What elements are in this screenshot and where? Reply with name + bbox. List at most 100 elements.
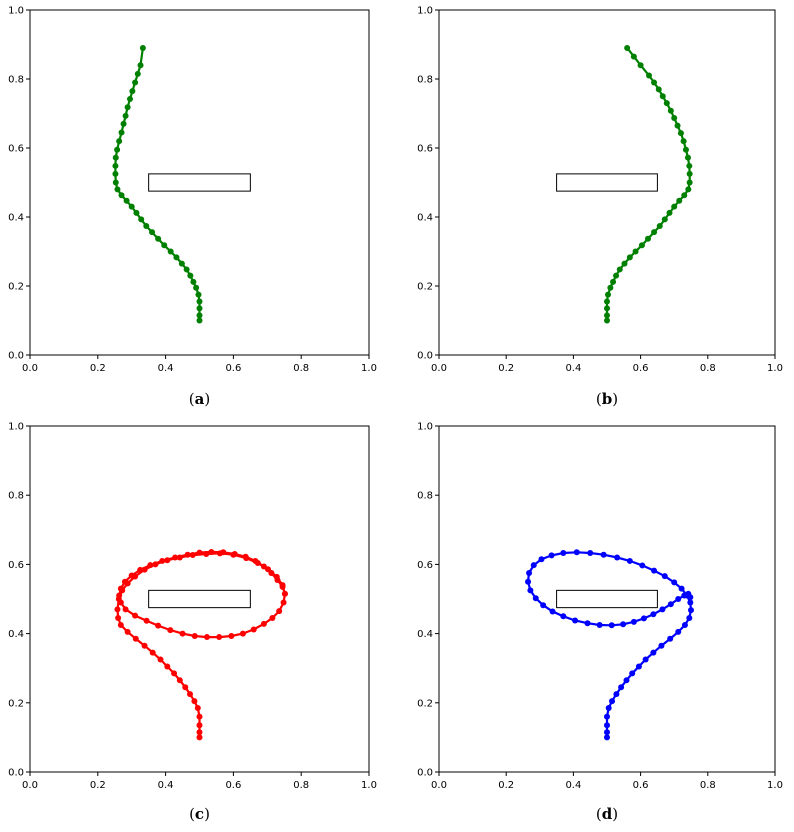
trajectory-point [605, 704, 612, 711]
trajectory-point [626, 254, 633, 261]
trajectory-point [684, 154, 691, 161]
y-tick-label: 0.4 [417, 629, 433, 640]
y-tick-label: 0.8 [8, 491, 24, 502]
trajectory-point [114, 606, 121, 613]
trajectory-point [686, 179, 693, 186]
y-tick-label: 0.0 [417, 768, 433, 779]
trajectory-point [675, 596, 682, 602]
trajectory-point [651, 79, 658, 86]
y-tick-label: 0.6 [8, 144, 24, 155]
trajectory-point [671, 203, 678, 210]
trajectory-point [116, 592, 123, 599]
trajectory-point [196, 729, 203, 736]
trajectory-point [196, 734, 203, 741]
trajectory-point [176, 677, 183, 684]
trajectory-point [678, 585, 685, 592]
y-tick-label: 0.0 [8, 768, 24, 779]
trajectory-point [171, 670, 178, 677]
trajectory-point [639, 562, 646, 569]
trajectory-point [137, 62, 144, 69]
trajectory-point [688, 607, 694, 614]
trajectory-point [661, 216, 668, 223]
trajectory-point [182, 684, 189, 691]
trajectory-point [604, 713, 610, 720]
trajectory-point [143, 617, 150, 624]
trajectory-point [139, 44, 146, 51]
trajectory-point [655, 86, 662, 93]
trajectory-point [116, 138, 123, 145]
trajectory-point [279, 583, 286, 590]
x-tick-label: 0.0 [431, 363, 447, 374]
trajectory-point [143, 222, 150, 229]
trajectory-point [667, 601, 674, 608]
trajectory-point [112, 154, 119, 161]
x-tick-label: 0.8 [700, 780, 716, 791]
trajectory-point [573, 549, 580, 556]
trajectory-point [548, 552, 555, 559]
obstacle-rect [148, 589, 251, 609]
trajectory-point [167, 627, 174, 634]
trajectory-point [208, 548, 215, 555]
trajectory-point [604, 729, 610, 736]
trajectory-point [604, 317, 610, 324]
y-tick-label: 0.6 [8, 560, 24, 571]
trajectory-point [122, 112, 129, 119]
x-tick-label: 0.6 [633, 780, 649, 791]
trajectory-point [147, 562, 154, 569]
trajectory-point [525, 578, 532, 585]
x-tick-label: 1.0 [767, 363, 783, 374]
panel-label: (c) [189, 805, 210, 823]
trajectory-point [149, 229, 156, 236]
trajectory-point [629, 670, 636, 677]
trajectory-point [596, 621, 603, 628]
trajectory-point [121, 578, 128, 585]
trajectory-point [203, 634, 210, 641]
trajectory-point [138, 216, 145, 223]
trajectory-point [196, 317, 203, 324]
trajectory-point [178, 260, 185, 267]
x-tick-label: 0.4 [158, 780, 174, 791]
trajectory-point [190, 278, 197, 285]
panel-label: (b) [596, 390, 618, 408]
trajectory-point [674, 122, 681, 129]
trajectory-point [260, 563, 267, 570]
trajectory-point [128, 572, 135, 579]
trajectory-point [112, 170, 119, 177]
trajectory-point [274, 576, 281, 583]
trajectory-point [141, 566, 148, 573]
trajectory-point [681, 192, 688, 199]
trajectory-point [658, 642, 665, 649]
trajectory-point [604, 298, 610, 305]
trajectory-point [183, 266, 190, 273]
trajectory-point [164, 663, 171, 670]
panel-label: (d) [596, 805, 618, 823]
x-tick-label: 0.4 [565, 780, 581, 791]
axes-frame [438, 9, 776, 356]
trajectory-point [114, 146, 121, 153]
obstacle-rect [556, 589, 658, 609]
trajectory-point [239, 630, 246, 637]
trajectory-point [117, 585, 124, 592]
y-tick-label: 1.0 [8, 422, 24, 433]
trajectory-point [613, 272, 620, 279]
trajectory-point [194, 704, 201, 711]
trajectory-point [686, 162, 693, 169]
axes-frame [29, 9, 370, 356]
trajectory-point [242, 553, 249, 560]
trajectory-point [252, 557, 259, 564]
trajectory-point [626, 557, 633, 564]
trajectory-point [187, 272, 194, 279]
trajectory-point [118, 129, 125, 136]
trajectory-point [608, 622, 615, 629]
trajectory-point [526, 570, 533, 577]
trajectory-point [650, 649, 657, 656]
trajectory-point [614, 554, 621, 561]
y-tick-label: 0.8 [8, 75, 24, 86]
trajectory-point [149, 649, 156, 656]
trajectory-point [141, 642, 148, 649]
x-tick-label: 1.0 [361, 780, 377, 791]
trajectory-point [132, 612, 139, 619]
trajectory-point [676, 197, 683, 204]
trajectory-point [671, 114, 678, 121]
axes-frame [438, 425, 776, 773]
